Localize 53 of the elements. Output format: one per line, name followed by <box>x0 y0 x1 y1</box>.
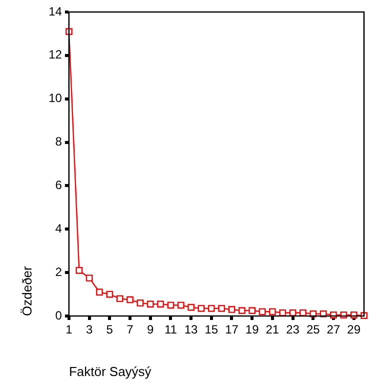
x-axis-title: Faktör Sayýsý <box>68 364 152 379</box>
x-tick-label: 5 <box>106 322 114 337</box>
point <box>238 307 246 314</box>
x-tick-label: 25 <box>306 322 320 337</box>
y-tick-label: 2 <box>55 264 62 279</box>
point <box>279 309 286 316</box>
point <box>146 300 154 308</box>
x-tick-label: 27 <box>326 322 340 337</box>
point <box>96 288 103 296</box>
point <box>248 307 256 314</box>
x-tick-label: 13 <box>184 322 198 337</box>
point <box>218 304 225 312</box>
y-tick-label: 8 <box>55 134 62 149</box>
point <box>126 296 134 304</box>
point <box>340 311 348 318</box>
point <box>269 308 276 316</box>
x-tick-label: 7 <box>126 322 134 337</box>
point <box>106 290 114 298</box>
point <box>300 309 306 316</box>
point <box>360 312 368 319</box>
x-tick-label: 9 <box>147 322 154 337</box>
point <box>66 28 72 35</box>
point <box>116 295 124 302</box>
point <box>177 302 184 309</box>
point <box>136 300 144 306</box>
x-tick-label: 11 <box>164 322 178 337</box>
x-tick-label: 23 <box>286 322 300 337</box>
point <box>167 302 174 309</box>
x-tick-label: 1 <box>66 322 73 337</box>
y-tick-label: 10 <box>48 91 62 106</box>
y-tick-label: 6 <box>55 178 62 192</box>
point <box>76 266 83 274</box>
point <box>258 308 266 316</box>
y-axis-title: Özdeðer <box>19 265 34 316</box>
point <box>157 300 164 308</box>
point <box>208 304 215 312</box>
x-tick-label: 3 <box>86 322 93 337</box>
x-tick-label: 15 <box>204 322 218 337</box>
y-tick-label: 12 <box>48 48 62 62</box>
x-tick-label: 21 <box>266 322 280 337</box>
point <box>86 274 93 282</box>
x-tick-label: 17 <box>225 322 239 337</box>
point <box>310 310 317 318</box>
point <box>198 304 205 312</box>
x-tick-label: 29 <box>347 322 361 337</box>
y-tick-label: 4 <box>55 221 62 236</box>
point <box>188 304 194 311</box>
point <box>228 306 236 313</box>
point <box>350 311 358 318</box>
y-tick-label: 14 <box>48 4 62 18</box>
y-tick-label: 0 <box>55 308 62 322</box>
x-tick-label: 19 <box>245 322 260 337</box>
point <box>330 311 337 318</box>
